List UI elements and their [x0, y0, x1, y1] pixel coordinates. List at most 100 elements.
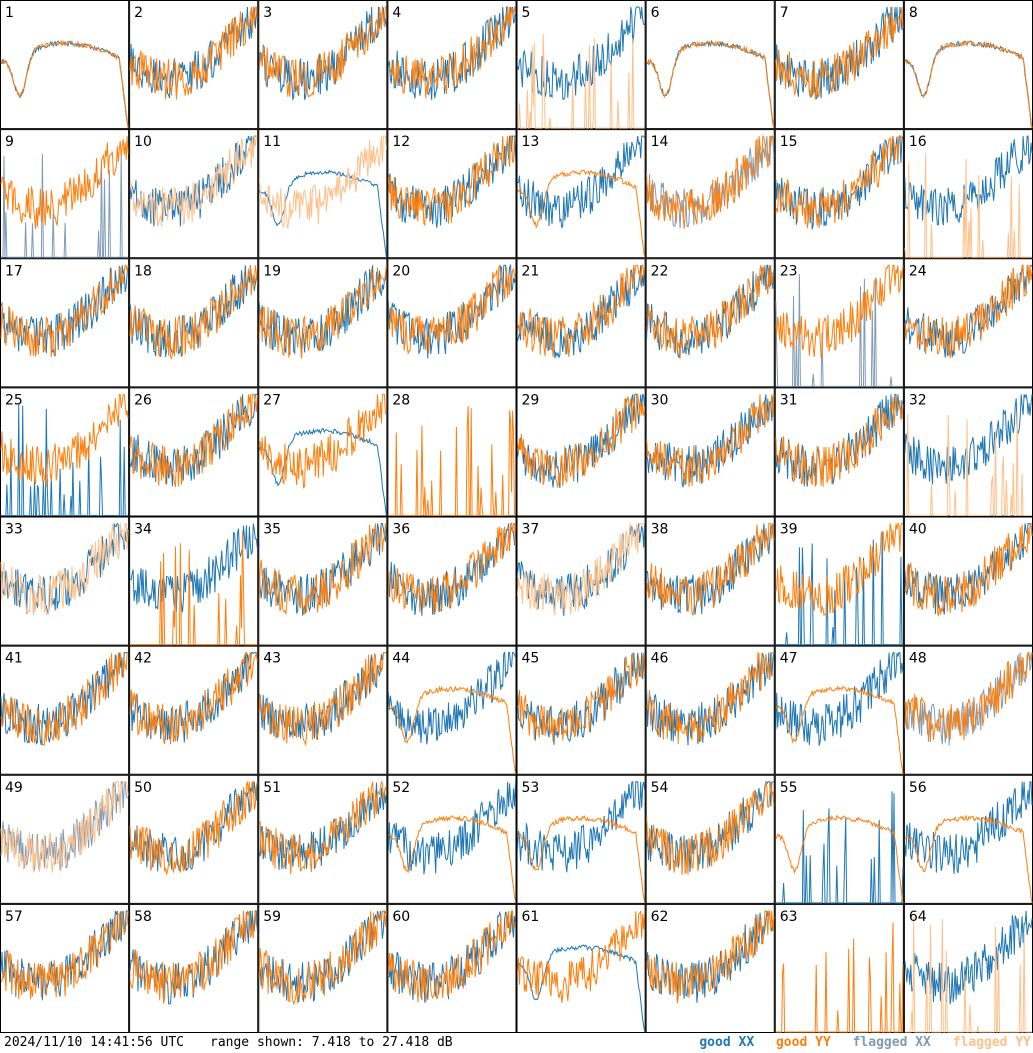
xx-series-line	[646, 910, 775, 1003]
xx-series-line	[387, 263, 516, 359]
range-text: range shown: 7.418 to 27.418 dB	[210, 1035, 453, 1050]
legend-good-yy: good YY	[775, 1035, 831, 1050]
panel-7: 7	[774, 0, 904, 130]
panel-label: 30	[651, 392, 669, 408]
yy-series-line	[0, 523, 129, 615]
yy-series-line	[387, 135, 516, 227]
xx-series-line	[1, 151, 129, 258]
yy-series-line	[388, 814, 516, 902]
panel-11: 11	[258, 129, 388, 259]
panel-label: 13	[522, 134, 540, 150]
panel-label: 32	[909, 392, 927, 408]
panel-8: 8	[903, 0, 1033, 130]
panel-label: 25	[5, 392, 23, 408]
panel-45: 45	[516, 645, 646, 775]
panel-2: 2	[129, 0, 259, 130]
panel-label: 63	[780, 909, 798, 925]
panel-42: 42	[129, 645, 259, 775]
panel-label: 53	[522, 780, 540, 796]
yy-series-line	[388, 406, 516, 516]
yy-series-line	[129, 650, 258, 745]
legend: good XX good YY flagged XX flagged YY	[685, 1033, 1031, 1053]
panel-label: 62	[651, 909, 669, 925]
panel-9: 9	[0, 129, 130, 259]
yy-series-line	[0, 264, 129, 358]
panel-label: 7	[780, 5, 789, 21]
panel-18: 18	[129, 258, 259, 388]
panel-43: 43	[258, 645, 388, 775]
panel-label: 35	[263, 522, 281, 538]
panel-54: 54	[645, 774, 775, 904]
panel-label: 21	[522, 263, 540, 279]
panel-label: 2	[134, 5, 143, 21]
xx-series-line	[517, 781, 646, 873]
panel-28: 28	[387, 387, 517, 517]
panel-label: 38	[651, 522, 669, 538]
panel-label: 48	[909, 651, 927, 667]
panel-36: 36	[387, 516, 517, 646]
yy-series-line	[646, 651, 774, 745]
xx-series-line	[775, 652, 904, 746]
yy-series-line	[517, 910, 646, 1003]
panel-52: 52	[387, 774, 517, 904]
yy-series-line	[904, 153, 1032, 258]
yy-series-line	[646, 910, 775, 1004]
xx-series-line	[646, 394, 775, 488]
panel-10: 10	[129, 129, 259, 259]
panel-label: 59	[263, 909, 281, 925]
panel-label: 34	[134, 522, 152, 538]
panel-23: 23	[774, 258, 904, 388]
panel-frame	[387, 774, 517, 904]
yy-series-line	[0, 910, 129, 1000]
panel-frame	[645, 516, 775, 646]
yy-series-line	[775, 6, 904, 101]
panel-55: 55	[774, 774, 904, 904]
panel-17: 17	[0, 258, 130, 388]
yy-series-line	[0, 781, 129, 873]
panel-3: 3	[258, 0, 388, 130]
panel-label: 1	[5, 5, 14, 21]
panel-38: 38	[645, 516, 775, 646]
yy-series-line	[517, 393, 646, 488]
xx-series-line	[517, 652, 646, 745]
yy-series-line	[775, 814, 904, 903]
yy-series-line	[517, 264, 646, 358]
panel-label: 9	[5, 134, 14, 150]
xx-series-line	[387, 781, 516, 875]
yy-series-line	[904, 814, 1033, 903]
yy-series-line	[646, 134, 775, 230]
yy-series-line	[387, 523, 516, 614]
panel-label: 23	[780, 263, 798, 279]
yy-series-line	[517, 169, 646, 258]
timestamp: 2024/11/10 14:41:56 UTC	[4, 1035, 185, 1050]
panel-frame	[258, 258, 388, 388]
yy-series-line	[646, 394, 775, 487]
panel-label: 8	[909, 5, 918, 21]
yy-series-line	[258, 135, 387, 229]
yy-series-line	[517, 815, 646, 903]
panel-label: 56	[909, 780, 927, 796]
yy-series-line	[646, 781, 775, 875]
xx-series-line	[775, 6, 904, 100]
panel-33: 33	[0, 516, 130, 646]
panel-32: 32	[903, 387, 1033, 517]
panel-label: 37	[522, 522, 540, 538]
panel-4: 4	[387, 0, 517, 130]
panel-label: 24	[909, 263, 927, 279]
panel-label: 50	[134, 780, 152, 796]
panel-label: 22	[651, 263, 669, 279]
panel-label: 28	[392, 392, 410, 408]
panel-label: 41	[5, 651, 23, 667]
yy-series-line	[0, 652, 129, 746]
panel-label: 6	[651, 5, 660, 21]
panel-19: 19	[258, 258, 388, 388]
xx-series-line	[517, 6, 645, 101]
panel-49: 49	[0, 774, 130, 904]
panel-37: 37	[516, 516, 646, 646]
yy-series-line	[775, 922, 904, 1033]
yy-series-line	[258, 652, 387, 746]
panel-frame	[0, 0, 130, 130]
panel-label: 10	[134, 134, 152, 150]
panel-label: 4	[392, 5, 401, 21]
